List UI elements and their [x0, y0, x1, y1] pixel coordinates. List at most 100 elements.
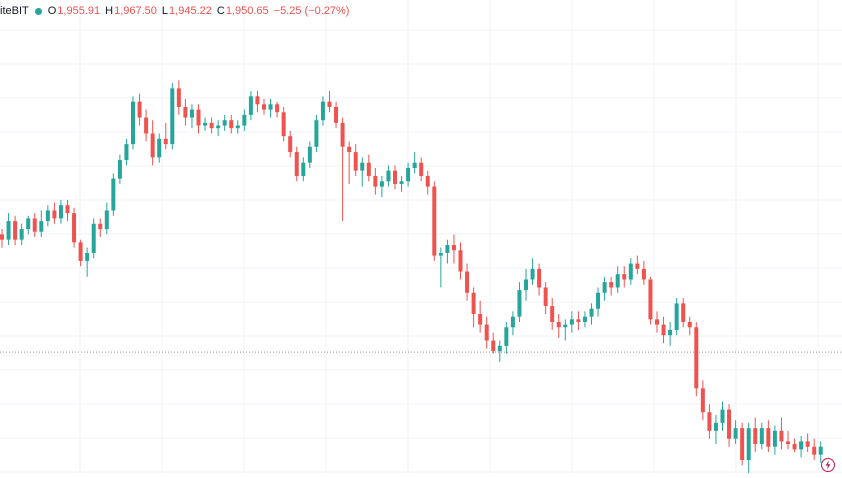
candle-body	[78, 242, 83, 261]
candle	[740, 422, 745, 466]
candle-body	[353, 152, 358, 171]
candle-body	[419, 162, 424, 176]
candle	[104, 202, 109, 235]
candle	[163, 122, 168, 150]
candle-body	[445, 244, 450, 253]
candle-body	[681, 303, 686, 322]
candle-body	[438, 252, 443, 256]
candle-body	[85, 252, 90, 261]
candle	[504, 321, 509, 354]
candle	[713, 414, 718, 445]
candle	[812, 438, 817, 460]
candle	[294, 146, 299, 182]
candle-body	[58, 205, 63, 219]
candle-body	[615, 274, 620, 288]
candle-body	[655, 319, 659, 325]
candle	[491, 332, 496, 354]
candle-body	[700, 388, 705, 413]
candle	[58, 199, 63, 224]
candle	[425, 170, 430, 195]
candle-body	[524, 279, 528, 291]
candle-body	[65, 205, 70, 214]
open-label: O	[47, 5, 57, 17]
candle	[117, 154, 122, 184]
candle	[307, 141, 312, 168]
candle-body	[484, 324, 489, 341]
candle	[13, 215, 18, 245]
candle-body	[222, 120, 227, 126]
candle-body	[45, 210, 50, 222]
candle-body	[242, 114, 247, 126]
candle	[471, 287, 476, 328]
candle	[334, 101, 339, 129]
candle-body	[19, 229, 24, 240]
candle-body	[183, 106, 188, 118]
change-value: −5.25 (−0.27%)	[273, 5, 350, 17]
candle	[124, 138, 129, 166]
candle-body	[26, 218, 31, 230]
candle	[275, 101, 280, 118]
candle-body	[111, 178, 116, 211]
candle	[582, 311, 587, 328]
candle	[229, 114, 234, 134]
candle	[438, 247, 443, 288]
candle	[176, 80, 181, 115]
candle-body	[458, 250, 463, 272]
candle-body	[792, 444, 797, 450]
candle-body	[779, 430, 784, 442]
candle-body	[628, 263, 633, 280]
candle-body	[248, 96, 253, 115]
close-value: 1,950.65	[225, 5, 269, 17]
candle	[694, 321, 699, 397]
candle	[157, 133, 162, 163]
candle	[707, 404, 712, 439]
candle	[26, 215, 31, 235]
candle-body	[510, 316, 515, 328]
candle	[406, 162, 411, 187]
candle	[150, 120, 155, 166]
symbol-label: iteBIT	[0, 5, 29, 17]
candle-body	[307, 146, 312, 163]
candle-body	[150, 133, 155, 158]
candle-body	[163, 138, 168, 145]
candle-body	[281, 112, 286, 137]
candle	[412, 152, 417, 174]
candle-body	[759, 428, 764, 445]
candle	[530, 258, 535, 285]
candle-body	[196, 109, 201, 126]
candle	[242, 109, 247, 131]
lightning-bolt-icon[interactable]	[821, 458, 835, 472]
candle-body	[451, 244, 456, 251]
candle-body	[563, 324, 568, 328]
candle	[792, 438, 797, 453]
candle	[786, 430, 790, 450]
candle	[111, 173, 116, 216]
low-label: L	[161, 5, 169, 17]
candle	[484, 316, 489, 349]
candle	[615, 266, 620, 293]
candle	[183, 98, 188, 126]
candle	[668, 321, 673, 346]
candle-body	[569, 319, 574, 325]
candle-body	[131, 101, 135, 145]
candle-body	[772, 430, 777, 447]
candle-body	[386, 170, 391, 182]
candle-body	[753, 428, 758, 445]
candle	[386, 165, 391, 187]
candle-body	[294, 152, 299, 176]
candle	[320, 96, 325, 126]
candle	[753, 417, 758, 453]
candle-body	[818, 446, 823, 455]
candle	[681, 298, 686, 328]
candle-body	[288, 136, 293, 153]
candle-body	[582, 316, 587, 322]
candle	[517, 282, 522, 322]
candle-body	[668, 329, 673, 336]
candle-body	[799, 441, 804, 450]
candle-body	[189, 109, 194, 118]
candle	[98, 218, 103, 238]
low-value: 1,945.22	[169, 5, 212, 17]
